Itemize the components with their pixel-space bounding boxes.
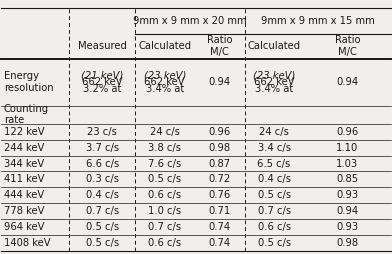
Text: 7.6 c/s: 7.6 c/s — [148, 158, 181, 168]
Text: 3.4% at: 3.4% at — [145, 84, 184, 94]
Text: 778 keV: 778 keV — [4, 206, 44, 216]
Text: 24 c/s: 24 c/s — [259, 127, 289, 137]
Text: 1408 keV: 1408 keV — [4, 238, 51, 248]
Text: Ratio
M/C: Ratio M/C — [207, 35, 232, 57]
Text: 0.3 c/s: 0.3 c/s — [86, 174, 119, 184]
Text: Energy
resolution: Energy resolution — [4, 71, 53, 93]
Text: 0.76: 0.76 — [208, 190, 230, 200]
Text: 0.5 c/s: 0.5 c/s — [148, 174, 181, 184]
Text: (23 keV): (23 keV) — [253, 70, 295, 80]
Text: 0.6 c/s: 0.6 c/s — [148, 190, 181, 200]
Text: 0.5 c/s: 0.5 c/s — [258, 190, 291, 200]
Text: Ratio
M/C: Ratio M/C — [335, 35, 360, 57]
Text: 23 c/s: 23 c/s — [87, 127, 117, 137]
Text: 0.6 c/s: 0.6 c/s — [148, 238, 181, 248]
Text: 0.98: 0.98 — [336, 238, 358, 248]
Text: 0.98: 0.98 — [209, 142, 230, 153]
Text: 344 keV: 344 keV — [4, 158, 44, 168]
Text: Measured: Measured — [78, 41, 127, 51]
Text: 0.7 c/s: 0.7 c/s — [148, 222, 181, 232]
Text: Calculated: Calculated — [248, 41, 301, 51]
Text: 24 c/s: 24 c/s — [150, 127, 180, 137]
Text: 3.8 c/s: 3.8 c/s — [148, 142, 181, 153]
Text: 411 keV: 411 keV — [4, 174, 44, 184]
Text: 964 keV: 964 keV — [4, 222, 44, 232]
Text: 0.71: 0.71 — [208, 206, 230, 216]
Text: 662 keV: 662 keV — [144, 77, 185, 87]
Text: (23 keV): (23 keV) — [143, 70, 186, 80]
Text: 122 keV: 122 keV — [4, 127, 44, 137]
Text: 0.5 c/s: 0.5 c/s — [86, 222, 119, 232]
Text: 0.7 c/s: 0.7 c/s — [258, 206, 291, 216]
Text: 444 keV: 444 keV — [4, 190, 44, 200]
Text: 0.87: 0.87 — [209, 158, 230, 168]
Text: 0.74: 0.74 — [209, 222, 230, 232]
Text: 662 keV: 662 keV — [82, 77, 123, 87]
Text: 0.94: 0.94 — [336, 206, 358, 216]
Text: 662 keV: 662 keV — [254, 77, 294, 87]
Text: 0.94: 0.94 — [336, 77, 358, 87]
Text: 0.6 c/s: 0.6 c/s — [258, 222, 291, 232]
Text: 1.03: 1.03 — [336, 158, 358, 168]
Text: 1.0 c/s: 1.0 c/s — [148, 206, 181, 216]
Text: (21 keV): (21 keV) — [81, 70, 123, 80]
Text: 0.93: 0.93 — [336, 190, 358, 200]
Text: 3.2% at: 3.2% at — [83, 84, 122, 94]
Text: 3.4 c/s: 3.4 c/s — [258, 142, 290, 153]
Text: 0.85: 0.85 — [336, 174, 358, 184]
Text: 0.5 c/s: 0.5 c/s — [258, 238, 291, 248]
Text: 0.72: 0.72 — [208, 174, 230, 184]
Text: 6.5 c/s: 6.5 c/s — [258, 158, 291, 168]
Text: Calculated: Calculated — [138, 41, 191, 51]
Text: 9mm x 9 mm x 20 mm: 9mm x 9 mm x 20 mm — [133, 16, 247, 26]
Text: 0.4 c/s: 0.4 c/s — [86, 190, 119, 200]
Text: 3.4% at: 3.4% at — [255, 84, 293, 94]
Text: 3.7 c/s: 3.7 c/s — [86, 142, 119, 153]
Text: 1.10: 1.10 — [336, 142, 359, 153]
Text: Counting
rate: Counting rate — [4, 104, 49, 125]
Text: 0.4 c/s: 0.4 c/s — [258, 174, 290, 184]
Text: 9mm x 9 mm x 15 mm: 9mm x 9 mm x 15 mm — [261, 16, 375, 26]
Text: 244 keV: 244 keV — [4, 142, 44, 153]
Text: 0.96: 0.96 — [336, 127, 359, 137]
Text: 0.7 c/s: 0.7 c/s — [86, 206, 119, 216]
Text: 6.6 c/s: 6.6 c/s — [85, 158, 119, 168]
Text: 0.96: 0.96 — [208, 127, 230, 137]
Text: 0.94: 0.94 — [209, 77, 230, 87]
Text: 0.74: 0.74 — [209, 238, 230, 248]
Text: 0.93: 0.93 — [336, 222, 358, 232]
Text: 0.5 c/s: 0.5 c/s — [86, 238, 119, 248]
